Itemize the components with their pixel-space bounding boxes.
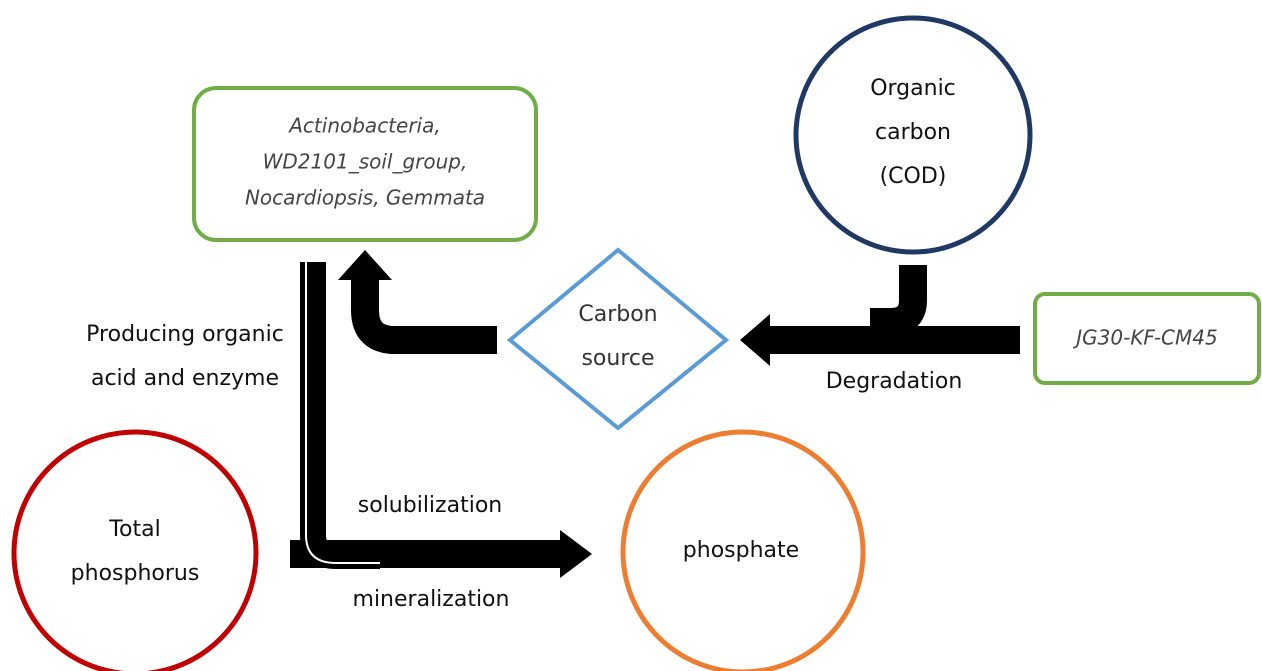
node-text: (COD)	[880, 164, 947, 189]
node-text: WD2101_soil_group,	[263, 150, 468, 174]
node-text: JG30-KF-CM45	[1072, 326, 1217, 350]
label: Degradation	[826, 369, 963, 394]
node-text: Total	[108, 517, 160, 542]
carbon-source-diamond	[506, 247, 730, 431]
label: solubilization	[358, 493, 502, 518]
node-text: phosphorus	[71, 561, 200, 586]
arrow-head	[560, 530, 592, 578]
arrow-head	[338, 250, 392, 280]
arrow	[351, 278, 497, 354]
node-text: Organic	[870, 76, 956, 101]
arrow-head	[740, 314, 770, 366]
label: acid and enzyme	[91, 366, 279, 391]
node-text: Nocardiopsis, Gemmata	[245, 186, 485, 210]
arrow-outline	[305, 262, 380, 564]
node-text: Actinobacteria,	[287, 114, 440, 138]
label: Producing organic	[86, 322, 284, 347]
arrow	[300, 262, 380, 569]
node-text: source	[581, 346, 654, 371]
node-text: phosphate	[683, 538, 799, 563]
phosphate-circle	[620, 429, 866, 671]
bacteria-box	[192, 86, 538, 242]
jg30-box	[1033, 292, 1261, 385]
total-phosphorus-circle	[11, 429, 259, 671]
label: mineralization	[353, 587, 510, 612]
organic-carbon-circle	[793, 15, 1033, 255]
node-text: carbon	[875, 120, 951, 145]
node-text: Carbon	[578, 302, 657, 327]
arrow	[870, 265, 927, 336]
